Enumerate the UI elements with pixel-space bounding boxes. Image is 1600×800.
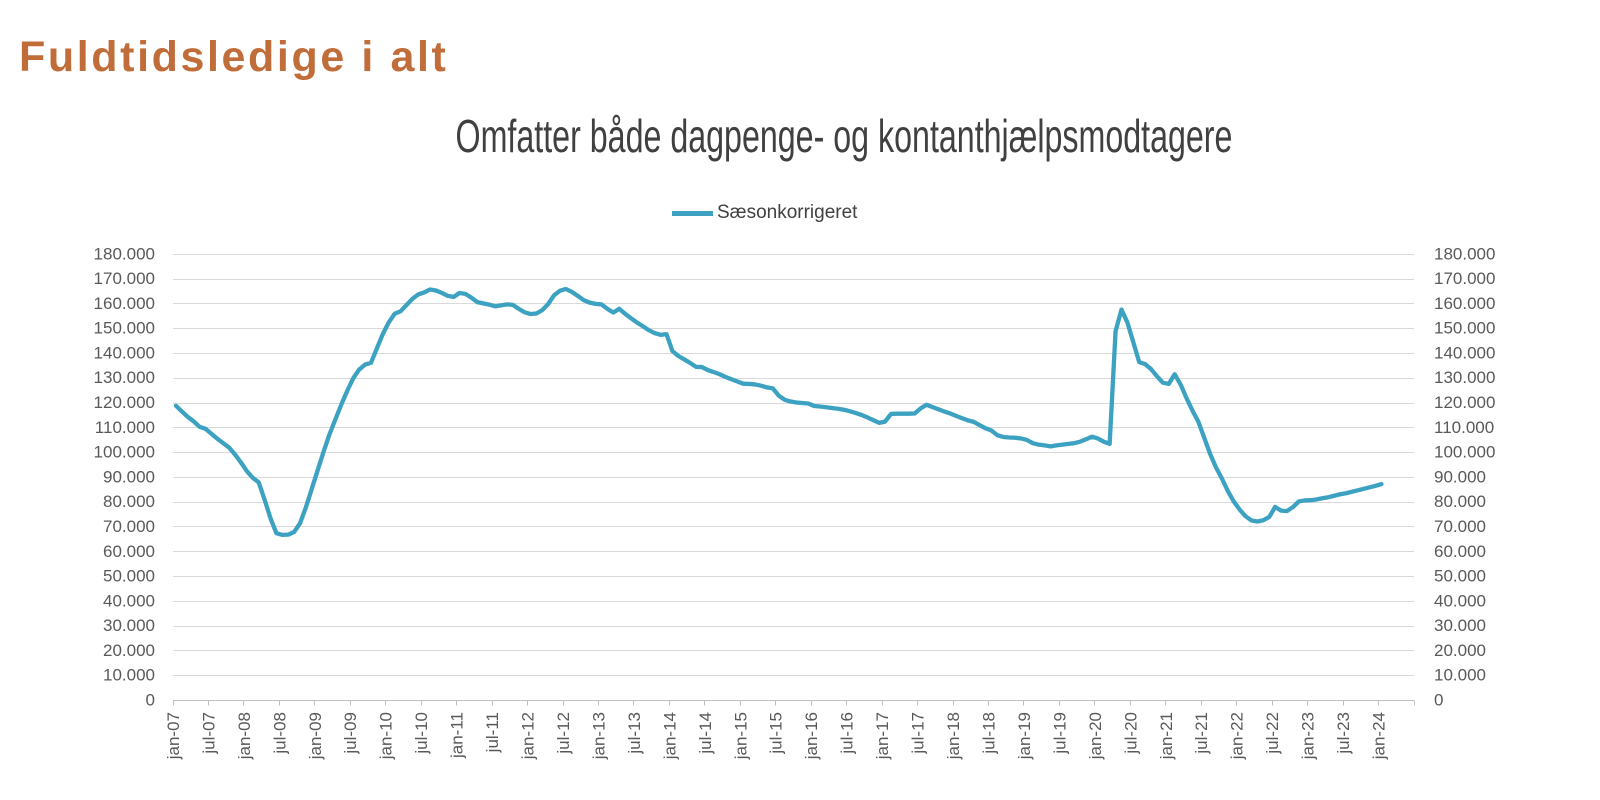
svg-text:160.000: 160.000 — [94, 294, 155, 313]
svg-text:20.000: 20.000 — [1434, 641, 1486, 660]
svg-text:jul-07: jul-07 — [199, 712, 218, 755]
svg-text:0: 0 — [146, 691, 155, 710]
svg-text:jul-10: jul-10 — [412, 712, 431, 755]
svg-text:80.000: 80.000 — [1434, 492, 1486, 511]
svg-text:jul-17: jul-17 — [909, 712, 928, 755]
svg-text:60.000: 60.000 — [103, 542, 155, 561]
svg-text:jul-08: jul-08 — [270, 712, 289, 755]
svg-text:jan-07: jan-07 — [164, 712, 183, 760]
svg-text:140.000: 140.000 — [94, 343, 155, 362]
svg-text:jul-20: jul-20 — [1121, 712, 1140, 755]
svg-text:jul-09: jul-09 — [341, 712, 360, 755]
svg-text:jan-18: jan-18 — [944, 712, 963, 760]
svg-text:130.000: 130.000 — [94, 368, 155, 387]
svg-text:jan-11: jan-11 — [448, 712, 467, 759]
svg-text:130.000: 130.000 — [1434, 368, 1495, 387]
svg-text:90.000: 90.000 — [103, 467, 155, 486]
svg-text:20.000: 20.000 — [103, 641, 155, 660]
svg-text:80.000: 80.000 — [103, 492, 155, 511]
svg-text:30.000: 30.000 — [103, 616, 155, 635]
svg-text:jan-12: jan-12 — [519, 712, 538, 760]
svg-text:10.000: 10.000 — [1434, 666, 1486, 685]
svg-text:50.000: 50.000 — [103, 567, 155, 586]
svg-text:120.000: 120.000 — [1434, 393, 1495, 412]
svg-text:jul-12: jul-12 — [554, 712, 573, 755]
svg-text:jul-13: jul-13 — [625, 712, 644, 755]
svg-text:90.000: 90.000 — [1434, 467, 1486, 486]
svg-text:jan-13: jan-13 — [589, 712, 608, 760]
svg-text:jul-18: jul-18 — [979, 712, 998, 755]
svg-text:jan-24: jan-24 — [1370, 712, 1389, 760]
svg-text:jan-15: jan-15 — [731, 712, 750, 760]
svg-text:jan-22: jan-22 — [1228, 712, 1247, 760]
svg-text:jul-16: jul-16 — [838, 712, 857, 755]
svg-text:40.000: 40.000 — [103, 591, 155, 610]
svg-text:110.000: 110.000 — [1434, 418, 1494, 437]
svg-text:30.000: 30.000 — [1434, 616, 1486, 635]
svg-text:100.000: 100.000 — [94, 443, 155, 462]
svg-text:120.000: 120.000 — [94, 393, 155, 412]
svg-text:100.000: 100.000 — [1434, 443, 1495, 462]
svg-text:jul-19: jul-19 — [1050, 712, 1069, 755]
svg-text:jan-16: jan-16 — [802, 712, 821, 760]
svg-text:jan-20: jan-20 — [1086, 712, 1105, 760]
svg-text:jul-14: jul-14 — [696, 712, 715, 755]
svg-text:jul-22: jul-22 — [1263, 712, 1282, 755]
svg-text:jan-23: jan-23 — [1299, 712, 1318, 760]
svg-text:50.000: 50.000 — [1434, 567, 1486, 586]
svg-text:70.000: 70.000 — [1434, 517, 1486, 536]
svg-text:180.000: 180.000 — [1434, 244, 1495, 263]
svg-text:jul-23: jul-23 — [1334, 712, 1353, 755]
svg-text:jul-21: jul-21 — [1192, 712, 1211, 755]
svg-text:170.000: 170.000 — [94, 269, 155, 288]
svg-text:jan-08: jan-08 — [235, 712, 254, 760]
svg-text:10.000: 10.000 — [103, 666, 155, 685]
svg-text:150.000: 150.000 — [94, 319, 155, 338]
svg-text:60.000: 60.000 — [1434, 542, 1486, 561]
svg-text:180.000: 180.000 — [94, 244, 155, 263]
svg-text:150.000: 150.000 — [1434, 319, 1495, 338]
svg-text:jan-10: jan-10 — [377, 712, 396, 760]
svg-text:jan-21: jan-21 — [1157, 712, 1176, 760]
svg-text:40.000: 40.000 — [1434, 591, 1486, 610]
svg-text:jan-17: jan-17 — [873, 712, 892, 760]
svg-text:jan-09: jan-09 — [306, 712, 325, 760]
svg-text:jan-14: jan-14 — [660, 712, 679, 760]
svg-text:140.000: 140.000 — [1434, 343, 1495, 362]
svg-text:160.000: 160.000 — [1434, 294, 1495, 313]
svg-text:170.000: 170.000 — [1434, 269, 1495, 288]
svg-text:110.000: 110.000 — [95, 418, 155, 437]
svg-text:jul-15: jul-15 — [767, 712, 786, 755]
svg-text:70.000: 70.000 — [103, 517, 155, 536]
svg-text:0: 0 — [1434, 691, 1443, 710]
svg-text:jul-11: jul-11 — [483, 712, 502, 753]
svg-text:jan-19: jan-19 — [1015, 712, 1034, 760]
